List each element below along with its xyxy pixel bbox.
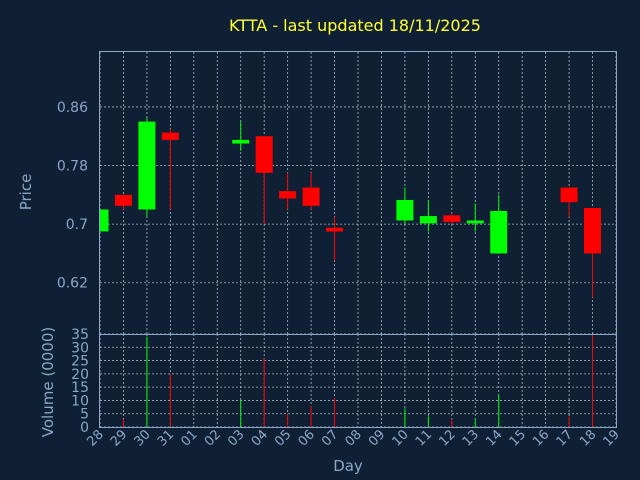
volume-grid [99,333,617,428]
candle-body [114,194,132,206]
candle-body [100,209,109,232]
chart-title: KTTA - last updated 18/11/2025 [229,16,481,35]
x-tick-label: 13 [460,427,482,449]
x-tick-label: 07 [319,427,341,449]
candle-body [232,139,250,144]
candle-body [490,210,508,254]
x-tick-label: 15 [507,427,529,449]
candle-body [396,199,414,221]
x-tick-label: 16 [530,427,552,449]
price-tick-label: 0.7 [66,217,88,233]
volume-tick-label: 30 [71,340,89,356]
x-tick-label: 03 [225,427,247,449]
x-tick-label: 06 [296,427,318,449]
volume-tick-label: 25 [71,354,89,370]
candle-body [279,191,297,199]
price-tick-label: 0.86 [57,100,88,116]
volume-frame [99,334,617,428]
x-tick-label: 08 [343,427,365,449]
volume-tick-label: 15 [71,380,89,396]
candle-body [302,187,320,206]
candle-body [326,227,344,232]
x-tick-label: 17 [554,427,576,449]
x-ticks: 28 29 30 31 01 02 03 04 05 06 07 08 09 10 11 12 13 14 15 16… [85,427,623,449]
price-tick-label: 0.62 [57,276,88,292]
volume-axis-label: Volume (0000) [39,327,57,437]
candles [99,117,602,298]
price-ticks: 0.86 0.78 0.7 0.62 [57,100,88,292]
x-tick-label: 11 [413,427,435,449]
x-tick-label: 12 [436,427,458,449]
candle-body [584,208,602,254]
x-tick-label: 09 [366,427,388,449]
x-tick-label: 31 [155,427,177,449]
volume-tick-label: 20 [71,367,89,383]
candle-body [466,220,484,224]
candle-body [560,187,578,203]
x-tick-label: 14 [483,427,505,449]
x-tick-label: 19 [601,427,623,449]
candle-body [138,121,156,210]
volume-tick-label: 5 [80,407,89,423]
candle-body [419,216,437,224]
price-grid [99,52,617,334]
candle-body [161,132,179,140]
x-tick-label: 10 [389,427,411,449]
y-axis-label: Price [17,174,35,211]
x-tick-label: 18 [577,427,599,449]
candle-body [443,215,461,222]
x-tick-label: 29 [108,427,130,449]
candle-body [255,136,273,173]
volume-tick-label: 10 [71,393,89,409]
x-axis-label: Day [333,457,363,475]
price-tick-label: 0.78 [57,159,88,175]
volume-tick-label: 35 [71,327,89,343]
x-tick-label: 02 [202,427,224,449]
x-tick-label: 01 [178,427,200,449]
x-tick-label: 30 [131,427,153,449]
x-tick-label: 05 [272,427,294,449]
x-tick-label: 04 [249,427,271,449]
volume-bars [122,334,594,427]
volume-tick-label: 0 [80,420,89,436]
